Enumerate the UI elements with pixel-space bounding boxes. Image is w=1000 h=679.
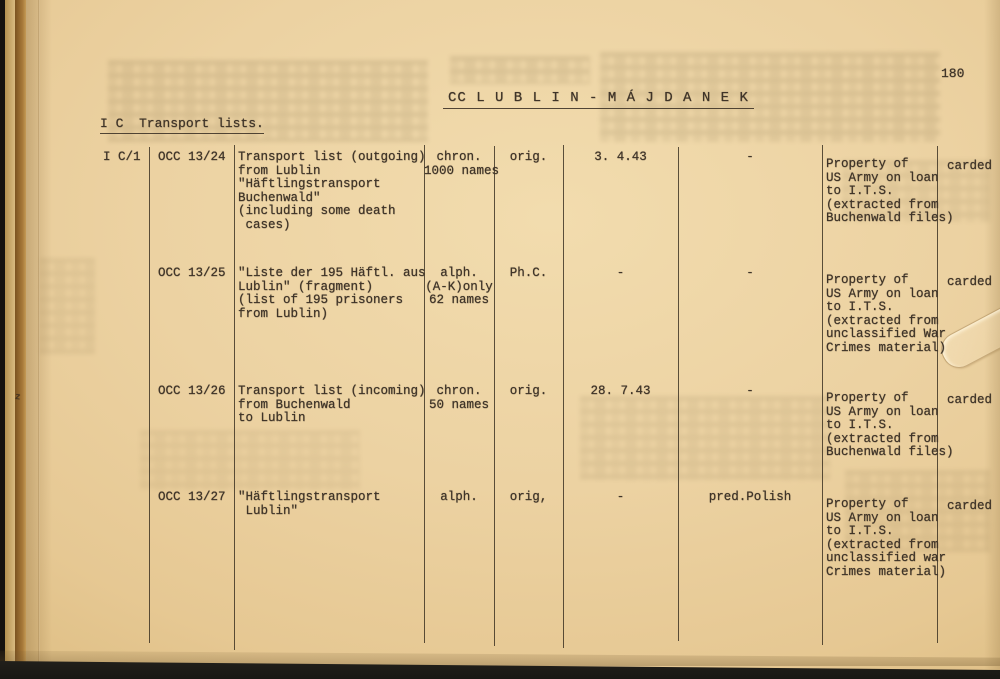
binding-page-edge [5, 0, 15, 679]
cell-custody: Property of US Army on loan to I.T.S. (e… [826, 391, 954, 459]
transport-lists-table: I C/1 OCC 13/24 Transport list (outgoing… [100, 143, 1000, 657]
cell-form: orig. [509, 150, 548, 164]
cell-form: orig. [509, 384, 548, 398]
cell-description: "Häftlingstransport Lublin" [238, 490, 381, 518]
table-rule-vertical [424, 145, 425, 643]
cell-language: - [746, 384, 754, 398]
page-number: 180 [941, 66, 965, 81]
cell-arrangement: alph. (A-K)only 62 names [425, 266, 493, 307]
table-rule-vertical [678, 147, 679, 641]
cell-description: Transport list (outgoing) from Lublin "H… [238, 150, 426, 232]
gutter-shadow [26, 0, 52, 679]
table-rule-vertical [822, 145, 823, 645]
table-row: OCC 13/26 Transport list (incoming) from… [100, 384, 1000, 491]
cell-description: "Liste der 195 Häftl. aus Lublin" (fragm… [238, 266, 426, 321]
cell-date: 28. 7.43 [590, 384, 651, 398]
cell-language: - [746, 266, 754, 280]
bleed-through-smudge [450, 56, 590, 84]
cell-carded-status: carded [947, 499, 993, 513]
binding-edge [15, 0, 26, 679]
table-rule-vertical [234, 145, 235, 650]
cell-arrangement: chron. 1000 names [424, 150, 500, 178]
cell-description: Transport list (incoming) from Buchenwal… [238, 384, 426, 425]
cell-ref-number: OCC 13/25 [158, 266, 226, 280]
cell-ref-number: OCC 13/27 [158, 490, 226, 504]
cell-custody: Property of US Army on loan to I.T.S. (e… [826, 497, 947, 579]
section-heading: I C Transport lists. [100, 116, 264, 134]
table-row: OCC 13/25 "Liste der 195 Häftl. aus Lubl… [100, 266, 1000, 385]
cell-carded-status: carded [947, 275, 993, 289]
cell-date: - [616, 266, 625, 280]
cell-date: 3. 4.43 [594, 150, 647, 164]
cell-language: - [746, 150, 754, 164]
cell-carded-status: carded [947, 159, 993, 173]
cell-arrangement: alph. [440, 490, 478, 504]
cell-arrangement: chron. 50 names [428, 384, 489, 412]
cell-custody: Property of US Army on loan to I.T.S. (e… [826, 273, 947, 355]
table-rule-vertical [149, 147, 150, 643]
cell-carded-status: carded [947, 393, 993, 407]
cell-form: Ph.C. [509, 266, 548, 280]
table-rule-vertical [563, 145, 564, 648]
document-title: CC L U B L I N - M Á J D A N E K [443, 90, 754, 109]
cell-date: - [616, 490, 625, 504]
table-rule-vertical [494, 146, 495, 646]
table-row: I C/1 OCC 13/24 Transport list (outgoing… [100, 150, 1000, 267]
cell-entry-id: I C/1 [103, 150, 141, 164]
cell-ref-number: OCC 13/26 [158, 384, 226, 398]
table-row: OCC 13/27 "Häftlingstransport Lublin" al… [100, 490, 1000, 655]
cell-form: orig, [509, 490, 548, 504]
page-crease [38, 0, 40, 679]
cell-language: pred.Polish [708, 490, 792, 504]
table-rule-vertical [937, 146, 938, 643]
binding-spine [0, 0, 5, 679]
cell-ref-number: OCC 13/24 [158, 150, 226, 164]
cell-custody: Property of US Army on loan to I.T.S. (e… [826, 157, 954, 225]
